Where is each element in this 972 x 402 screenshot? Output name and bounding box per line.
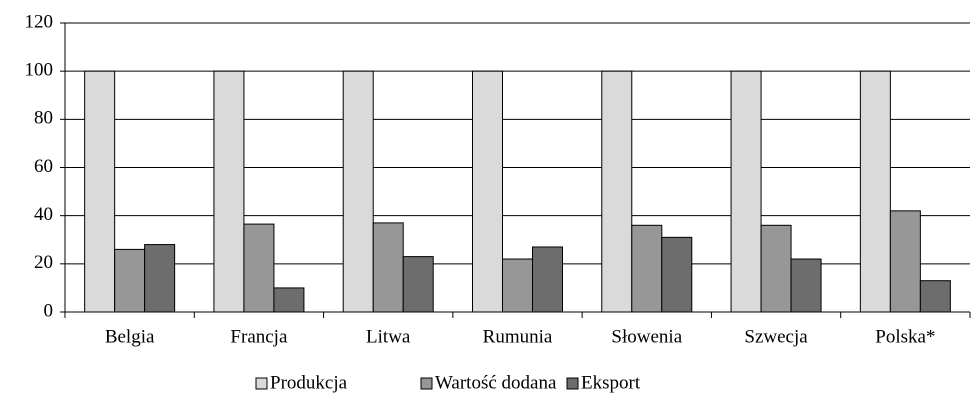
bar [84,70,116,313]
bar [502,258,533,313]
y-tick-label: 120 [25,11,54,32]
bar [601,70,633,313]
bar [114,248,146,313]
legend-swatch [566,377,579,390]
x-tick-label: Szwecja [744,326,808,347]
bar [760,224,792,313]
bar [631,224,663,313]
y-tick-label: 40 [34,204,53,225]
bar [889,210,921,313]
bar [730,70,762,313]
bar [919,280,951,313]
bar [342,70,374,313]
bar [472,70,503,313]
y-tick-label: 20 [34,252,53,273]
bar [273,287,305,313]
legend-swatch [255,377,268,390]
legend-label: Eksport [581,372,641,393]
legend-label: Produkcja [270,372,348,393]
bar [859,70,891,313]
y-tick-label: 100 [25,60,54,81]
y-tick-label: 0 [44,300,54,321]
legend-label: Wartość dodana [435,372,557,393]
bar [213,70,245,313]
x-tick-label: Litwa [366,326,411,347]
bar [790,258,822,313]
x-tick-label: Słowenia [611,326,682,347]
y-tick-label: 80 [34,108,53,129]
legend-swatch [420,377,433,390]
x-tick-label: Belgia [105,326,155,347]
bar [661,236,693,313]
bar [144,244,176,313]
bar [532,246,563,313]
y-tick-label: 60 [34,156,53,177]
bar [372,222,404,313]
x-tick-label: Rumunia [483,326,553,347]
x-tick-label: Francja [230,326,288,347]
bar [402,256,434,313]
x-tick-label: Polska* [875,326,935,347]
bar [243,223,275,313]
